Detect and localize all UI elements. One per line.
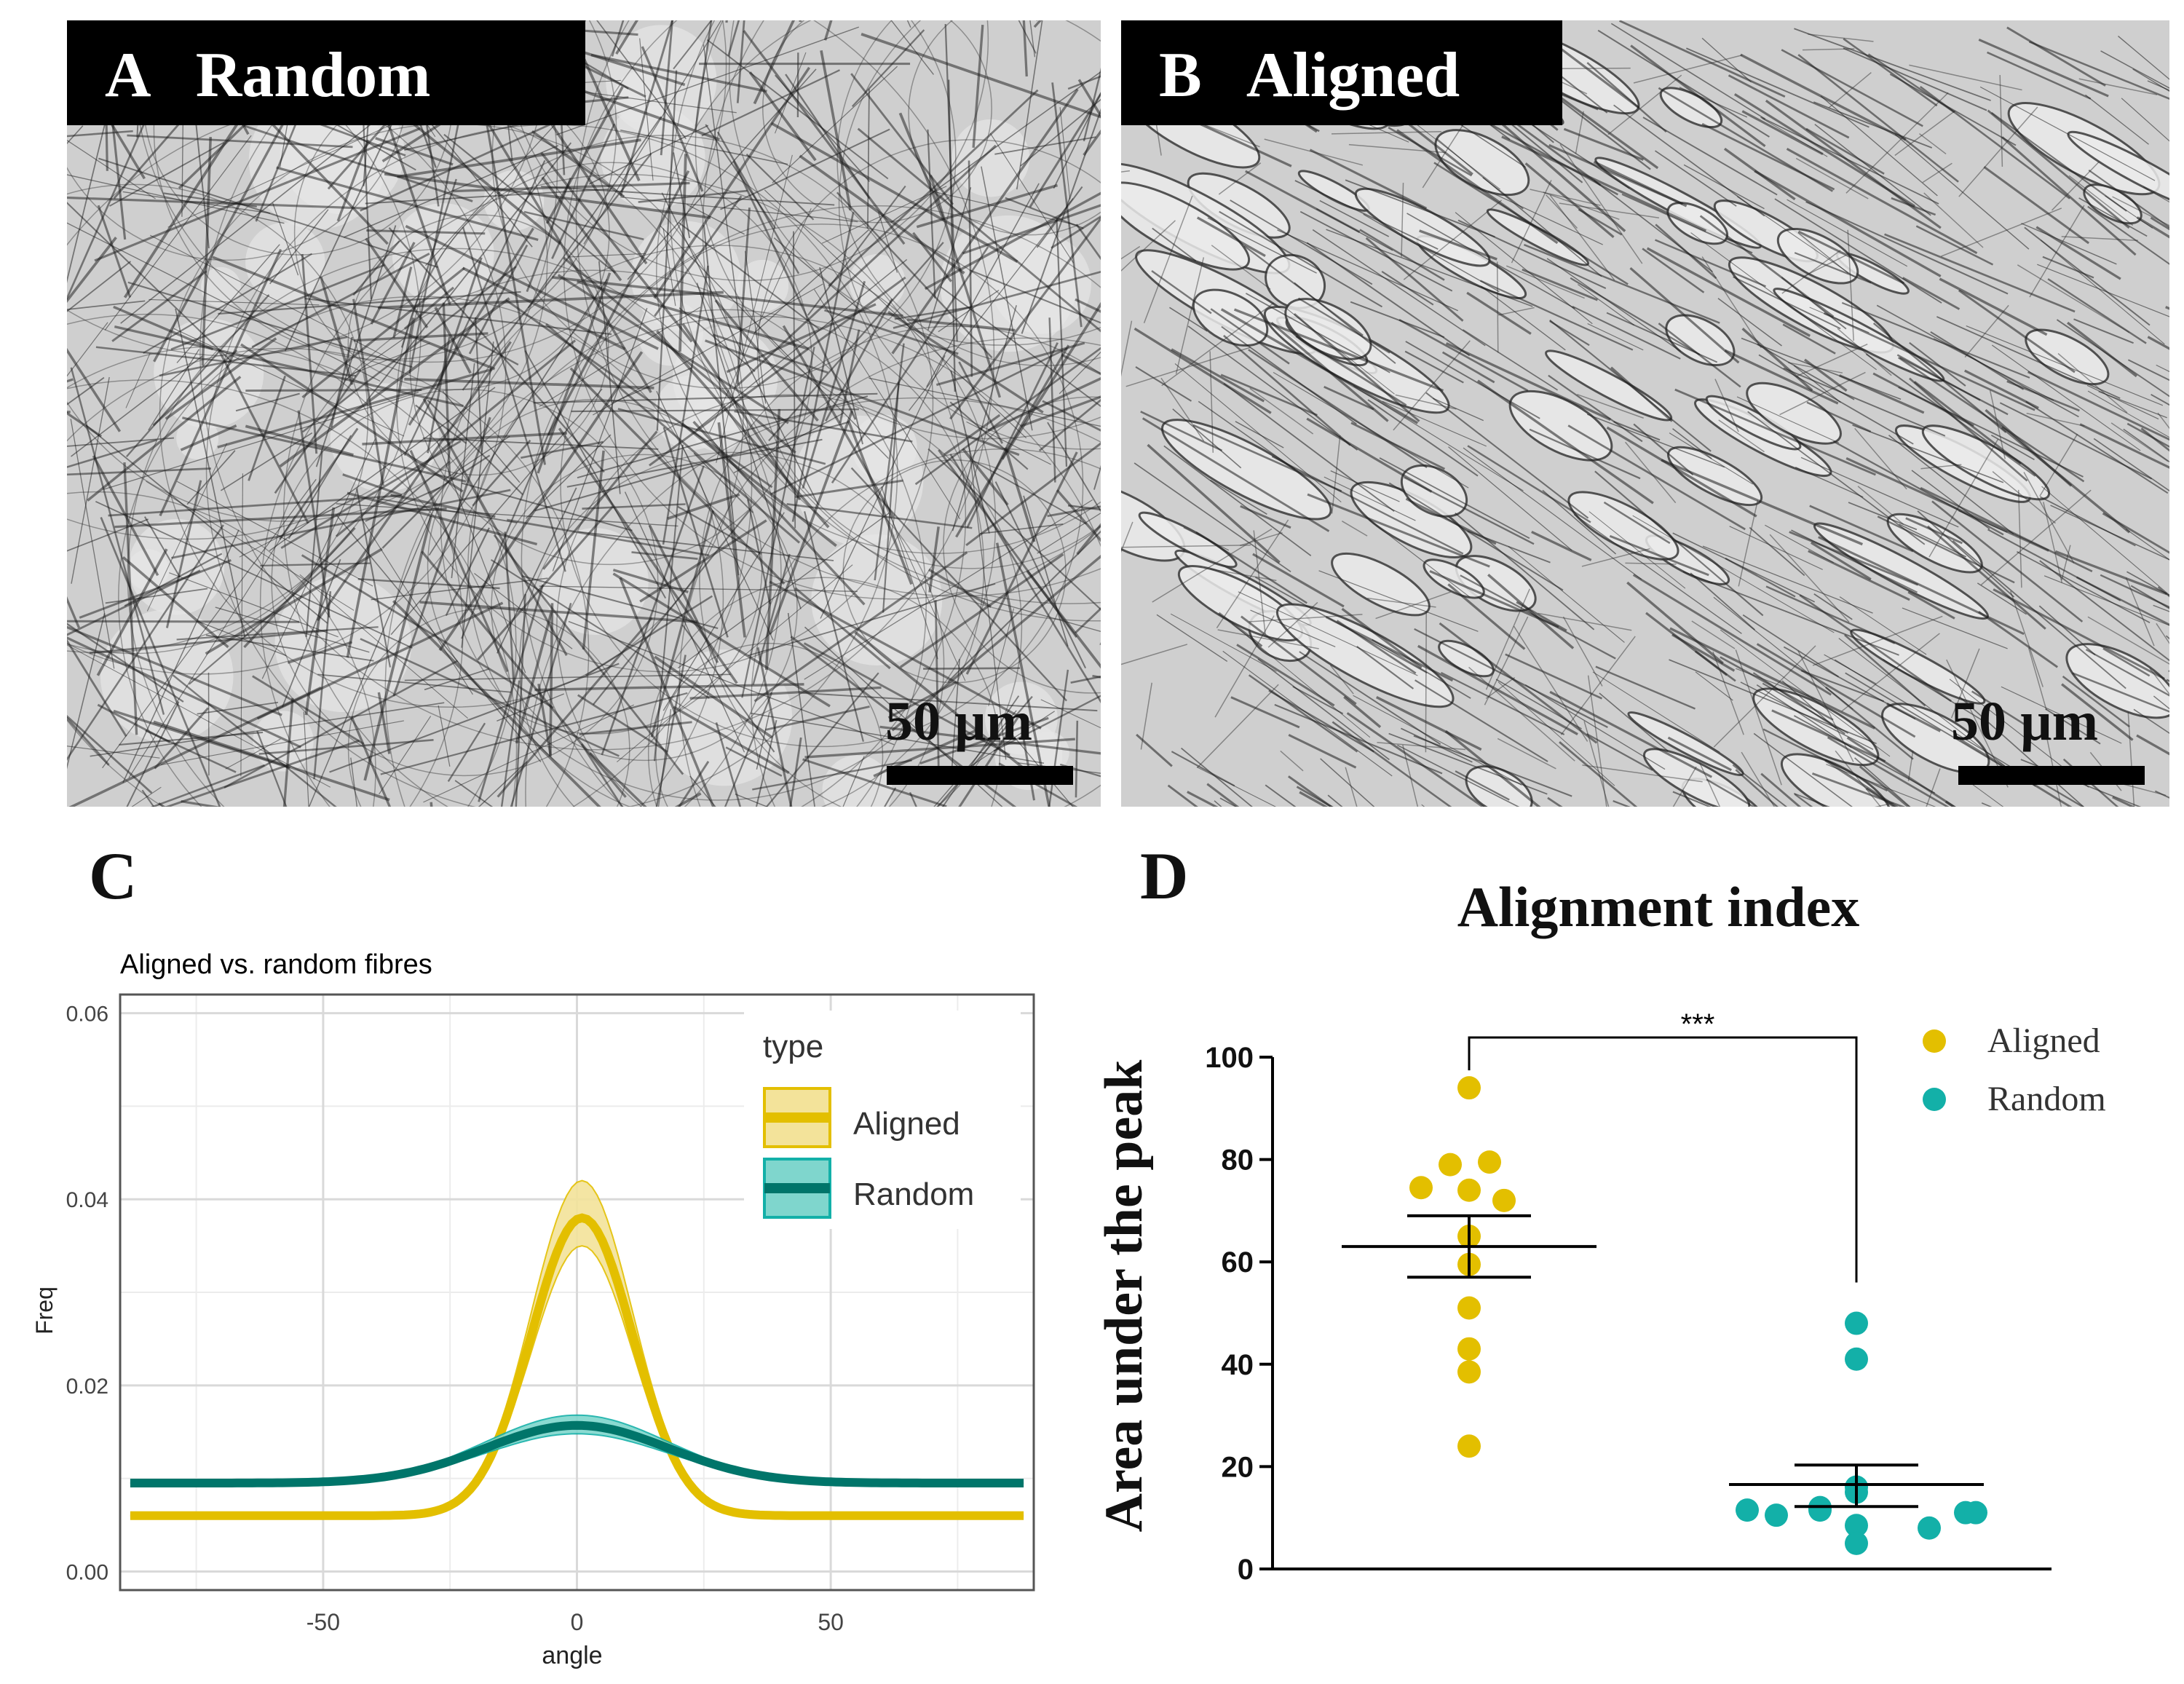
chart-d-ytick-label: 80 (1222, 1145, 1254, 1177)
chart-c-tick-labels: -50 0 50 0.00 0.02 0.04 0.06 (66, 1003, 844, 1635)
data-point-aligned (1457, 1434, 1481, 1458)
panel-a-letter: A (105, 40, 148, 111)
series-random-line (130, 1420, 1024, 1487)
panel-d-letter: D (1140, 839, 1189, 913)
data-point-random (1845, 1311, 1868, 1335)
chart-c-series (130, 1179, 1024, 1520)
chart-d-legend: Aligned Random (1923, 1021, 2106, 1118)
data-point-random (1918, 1516, 1941, 1540)
data-point-aligned (1439, 1153, 1462, 1177)
data-point-aligned (1457, 1296, 1481, 1320)
micrograph-aligned (1121, 20, 2169, 807)
chart-c-ytick-label: 0.04 (66, 1188, 108, 1212)
chart-d-legend-aligned-marker (1923, 1029, 1946, 1053)
chart-d-legend-aligned: Aligned (1987, 1021, 2100, 1060)
chart-d-legend-random: Random (1987, 1080, 2106, 1118)
chart-d-ytick-label: 100 (1205, 1042, 1254, 1074)
chart-d-ytick-label: 60 (1222, 1246, 1254, 1278)
chart-freq-vs-angle: Aligned vs. random fibres -50 0 50 0.00 0.02… (31, 949, 1035, 1669)
chart-c-ytick-label: 0.00 (66, 1560, 108, 1584)
data-point-aligned (1457, 1252, 1481, 1276)
data-point-aligned (1457, 1178, 1481, 1202)
data-point-aligned (1478, 1150, 1501, 1174)
data-point-aligned (1457, 1225, 1481, 1249)
chart-d-ylabel: Area under the peak (1094, 1059, 1154, 1533)
chart-c-xtick-label: 0 (571, 1609, 584, 1635)
data-point-random (1845, 1475, 1868, 1499)
chart-d-legend-random-marker (1923, 1088, 1946, 1111)
micrograph-aligned-image (1121, 20, 2169, 807)
chart-c-xtick-label: 50 (818, 1609, 844, 1635)
panel-b-letter: B (1159, 40, 1202, 111)
scale-bar-b (1958, 766, 2145, 785)
chart-d-points (1342, 1036, 1987, 1555)
data-point-aligned (1457, 1076, 1481, 1100)
chart-c-xlabel: angle (542, 1642, 602, 1669)
panel-b-label: Aligned (1246, 40, 1460, 111)
data-point-random (1808, 1495, 1832, 1519)
chart-d-ytick-label: 0 (1238, 1554, 1254, 1586)
data-point-random (1845, 1480, 1868, 1504)
chart-c-plot-border (119, 993, 1035, 1592)
chart-c-title: Aligned vs. random fibres (120, 949, 432, 980)
data-point-aligned (1457, 1360, 1481, 1384)
data-point-random (1954, 1501, 1977, 1525)
data-point-random (1808, 1498, 1832, 1522)
significance-bracket (1468, 1036, 1858, 1283)
chart-c-xtick-label: -50 (306, 1609, 340, 1635)
chart-c-legend: type Aligned Random (744, 1011, 1021, 1229)
micrograph-random (67, 20, 1101, 807)
scale-label-b: 50 µm (1951, 691, 2099, 752)
chart-c-ytick-label: 0.02 (66, 1375, 108, 1399)
series-aligned-line (130, 1213, 1024, 1520)
chart-c-legend-title: type (763, 1029, 823, 1064)
chart-c-legend-aligned: Aligned (853, 1106, 960, 1142)
data-point-random (1765, 1503, 1788, 1527)
panel-c-letter: C (89, 839, 138, 913)
scale-label-a: 50 µm (885, 691, 1033, 752)
chart-d-title: Alignment index (1457, 875, 1860, 938)
data-point-random (1964, 1501, 1987, 1525)
panel-a-tag: A Random (67, 20, 585, 125)
chart-c-ylabel: Freq (31, 1286, 58, 1335)
data-point-aligned (1492, 1188, 1516, 1212)
chart-d-significance: *** (1681, 1008, 1715, 1040)
chart-c-legend-random: Random (853, 1177, 974, 1212)
data-point-aligned (1457, 1337, 1481, 1361)
micrograph-random-image (67, 20, 1101, 807)
chart-c-ytick-label: 0.06 (66, 1003, 108, 1027)
data-point-aligned (1409, 1176, 1433, 1200)
data-point-random (1736, 1498, 1759, 1522)
data-point-random (1845, 1347, 1868, 1371)
scale-bar-a (887, 766, 1073, 785)
panel-b-tag: B Aligned (1121, 20, 1562, 125)
panel-a-label: Random (195, 40, 431, 111)
chart-d-yticks: 0 20 40 60 80 100 (1205, 1042, 1273, 1586)
data-point-random (1845, 1514, 1868, 1538)
data-point-random (1845, 1531, 1868, 1555)
chart-d-ytick-label: 40 (1222, 1349, 1254, 1381)
chart-d-ytick-label: 20 (1222, 1451, 1254, 1483)
fibre-strokes (67, 20, 1101, 807)
